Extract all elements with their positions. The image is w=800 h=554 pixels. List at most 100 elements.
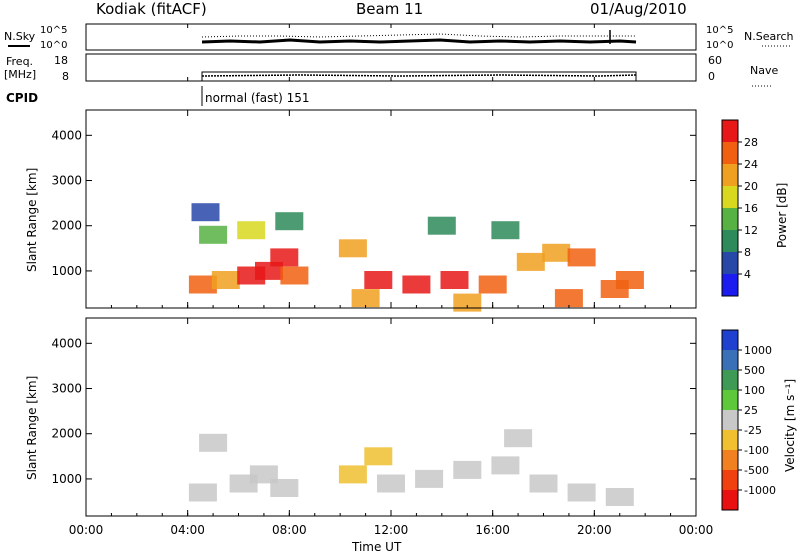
colorbar-block	[722, 490, 738, 510]
freq-left-tick-bottom: 8	[62, 70, 69, 83]
heatmap-cell	[199, 433, 228, 452]
range-tick-label: 3000	[51, 174, 82, 188]
power-colorbar-ticks: 28 24 20 16 12 8 4	[738, 136, 758, 281]
range-tick-label: 4000	[51, 336, 82, 350]
heatmap-cell	[211, 271, 240, 289]
colorbar-tick-label: 24	[744, 158, 758, 171]
range-tick-label: 4000	[51, 128, 82, 142]
heatmap-cell	[453, 293, 482, 312]
noise-left-tick-bottom: 10^0	[40, 40, 67, 51]
frequency-panel: Freq. [MHz] 18 8 60 0 Nave	[4, 53, 778, 87]
heatmap-cell	[270, 248, 299, 267]
colorbar-block	[722, 410, 738, 430]
heatmap-cell	[191, 203, 220, 222]
velocity-colorbar-label: Velocity [m s⁻¹]	[783, 379, 797, 472]
time-axis: 00:00 04:00 08:00 12:00 16:00 20:00 00:00	[69, 24, 714, 537]
time-tick-label: 16:00	[475, 523, 510, 537]
colorbar-block	[722, 164, 738, 186]
colorbar-block	[722, 120, 738, 142]
time-tick-label: 12:00	[374, 523, 409, 537]
colorbar-tick-label: 8	[744, 246, 751, 259]
colorbar-tick-label: 12	[744, 224, 758, 237]
frequency-panel-frame	[85, 53, 697, 82]
power-cells	[188, 203, 644, 312]
colorbar-tick-label: 20	[744, 180, 758, 193]
freq-right-tick-top: 60	[708, 54, 722, 67]
noise-left-tick-top: 10^5	[40, 25, 67, 36]
freq-left-tick-top: 18	[54, 54, 68, 67]
colorbar-tick-label: 500	[744, 364, 765, 377]
heatmap-cell	[188, 275, 217, 294]
velocity-panel: 1000 2000 3000 4000	[51, 317, 697, 517]
heatmap-cell	[453, 460, 482, 479]
heatmap-cell	[440, 271, 469, 289]
freq-label-line1: Freq.	[6, 55, 33, 68]
heatmap-cell	[364, 447, 393, 466]
colorbar-block	[722, 450, 738, 470]
n-search-trace	[201, 33, 636, 38]
colorbar-block	[722, 330, 738, 350]
range-tick-label: 3000	[51, 382, 82, 396]
heatmap-cell	[402, 275, 431, 294]
heatmap-cell	[554, 289, 583, 308]
heatmap-cell	[427, 216, 456, 235]
colorbar-tick-label: 16	[744, 202, 758, 215]
heatmap-cell	[478, 275, 507, 294]
colorbar-tick-label: 1000	[744, 344, 772, 357]
heatmap-cell	[529, 474, 558, 493]
colorbar-block	[722, 208, 738, 230]
colorbar-block	[722, 350, 738, 370]
velocity-colorbar-ticks: 1000 500 100 25 -25 -100 -500 -1000	[738, 344, 776, 497]
colorbar-block	[722, 390, 738, 410]
time-tick-label: 08:00	[272, 523, 307, 537]
colorbar-block	[722, 186, 738, 208]
colorbar-tick-label: -25	[744, 424, 762, 437]
colorbar-block	[722, 142, 738, 164]
range-tick-label: 2000	[51, 219, 82, 233]
time-tick-label: 00:00	[679, 523, 714, 537]
noise-panel: N.Sky 10^5 10^0 10^5 10^0 N.Search	[4, 23, 794, 51]
range-tick-label: 1000	[51, 264, 82, 278]
power-colorbar-blocks	[722, 120, 738, 296]
cpid-label: CPID	[6, 91, 38, 105]
time-tick-label: 04:00	[170, 523, 205, 537]
noise-right-tick-bottom: 10^0	[706, 40, 733, 51]
colorbar-block	[722, 230, 738, 252]
date-label: 01/Aug/2010	[590, 0, 687, 18]
heatmap-cell	[280, 266, 309, 285]
heatmap-cell	[270, 479, 299, 497]
colorbar-tick-label: -100	[744, 444, 769, 457]
velocity-cells	[188, 429, 634, 506]
noise-left-label: N.Sky	[4, 30, 36, 43]
heatmap-cell	[188, 483, 217, 502]
heatmap-cell	[491, 221, 520, 240]
heatmap-cell	[338, 465, 367, 484]
range-tick-label: 1000	[51, 472, 82, 486]
colorbar-tick-label: -1000	[744, 484, 776, 497]
velocity-colorbar-frame	[721, 329, 739, 511]
heatmap-cell	[415, 469, 444, 488]
heatmap-cell	[199, 225, 228, 244]
velocity-range-axis-label: Slant Range [km]	[25, 376, 39, 480]
velocity-range-ticks: 1000 2000 3000 4000	[51, 336, 696, 486]
colorbar-block	[722, 274, 738, 296]
range-tick-label: 2000	[51, 427, 82, 441]
time-tick-label: 20:00	[577, 523, 612, 537]
power-panel: 1000 2000 3000 4000	[51, 109, 697, 312]
colorbar-tick-label: 25	[744, 404, 758, 417]
power-colorbar-label: Power [dB]	[775, 183, 789, 248]
power-range-axis-label: Slant Range [km]	[25, 168, 39, 272]
heatmap-cell	[237, 221, 266, 240]
noise-right-tick-top: 10^5	[706, 25, 733, 36]
heatmap-cell	[504, 429, 533, 448]
heatmap-cell	[377, 474, 405, 493]
colorbar-block	[722, 430, 738, 450]
power-range-ticks: 1000 2000 3000 4000	[51, 128, 696, 278]
time-axis-label: Time UT	[351, 540, 402, 554]
beam-label: Beam 11	[356, 0, 424, 18]
heatmap-cell	[491, 456, 520, 475]
heatmap-cell	[567, 483, 596, 502]
heatmap-cell	[351, 289, 380, 308]
power-colorbar: 28 24 20 16 12 8 4 Power [dB]	[721, 119, 789, 297]
